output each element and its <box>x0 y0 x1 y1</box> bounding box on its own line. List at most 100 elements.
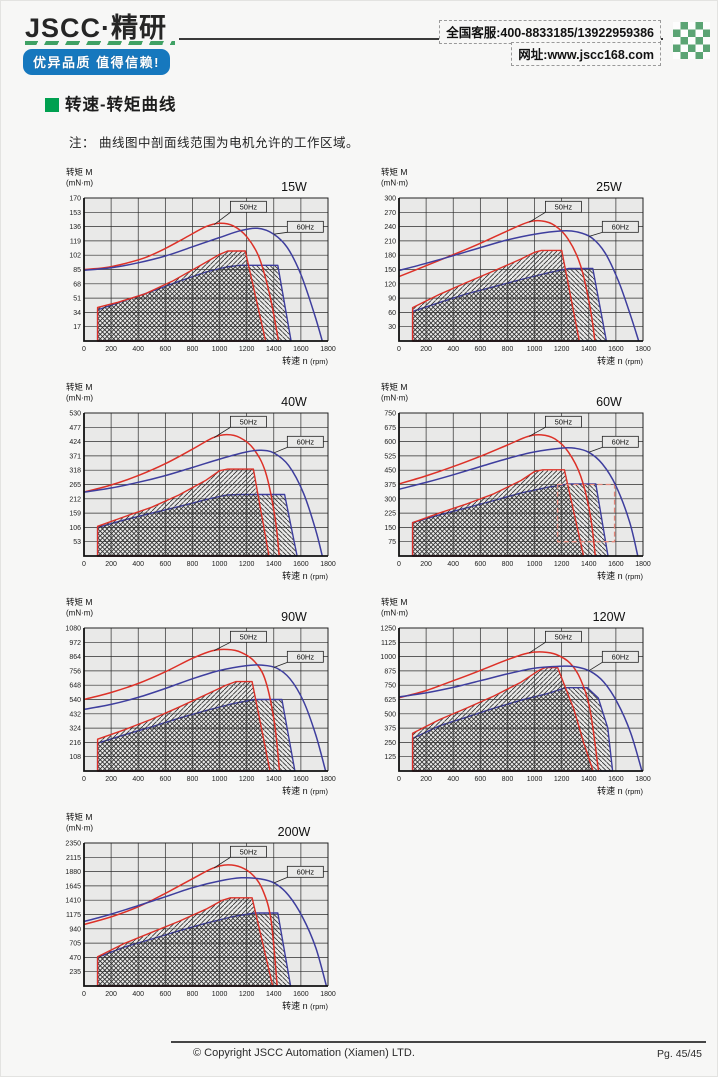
svg-text:90: 90 <box>388 296 396 303</box>
plot-border <box>84 412 329 556</box>
legend-60hz: 60Hz <box>612 223 630 232</box>
y-tick-labels: 2350 2115 1880 1645 1410 1175 940 705 470 235 <box>65 841 81 977</box>
legend-50hz-box <box>544 415 582 428</box>
x-tick-labels: 0 200 400 600 800 1000 1200 1400 1600 1800 <box>82 561 336 568</box>
svg-text:1600: 1600 <box>608 561 624 568</box>
plot-border <box>84 627 329 771</box>
axes <box>398 198 643 342</box>
svg-text:2350: 2350 <box>65 841 81 848</box>
svg-text:0: 0 <box>397 561 401 568</box>
section-bullet-square <box>45 98 59 112</box>
allowed-region-50hz <box>411 666 594 772</box>
svg-text:1400: 1400 <box>581 776 597 783</box>
legend-50hz: 50Hz <box>240 418 258 427</box>
svg-text:675: 675 <box>384 425 396 432</box>
allowed-region-50hz <box>411 249 580 342</box>
plot-border <box>84 197 329 341</box>
legend-50hz-leader <box>528 641 546 654</box>
svg-text:200: 200 <box>105 991 117 998</box>
x-tick-labels: 0 200 400 600 800 1000 1200 1400 1600 1800 <box>82 991 336 998</box>
svg-text:1600: 1600 <box>293 561 309 568</box>
svg-text:1000: 1000 <box>527 776 543 783</box>
plot-border <box>399 627 644 771</box>
axes <box>83 628 328 772</box>
svg-text:1600: 1600 <box>608 776 624 783</box>
legend-50hz-leader <box>213 856 231 869</box>
svg-text:180: 180 <box>384 253 396 260</box>
svg-text:0: 0 <box>397 776 401 783</box>
svg-text:51: 51 <box>73 296 81 303</box>
legend-50hz-box <box>229 845 267 858</box>
svg-text:800: 800 <box>502 561 514 568</box>
chart-title: 90W <box>281 610 307 624</box>
y-axis-label: 转矩 M <box>381 167 407 177</box>
legend-60hz: 60Hz <box>297 868 315 877</box>
svg-text:318: 318 <box>69 468 81 475</box>
svg-text:119: 119 <box>70 238 81 245</box>
svg-text:270: 270 <box>384 210 396 217</box>
svg-text:1410: 1410 <box>65 898 81 905</box>
svg-text:450: 450 <box>384 468 396 475</box>
svg-text:200: 200 <box>420 346 432 353</box>
svg-text:1000: 1000 <box>527 346 543 353</box>
jscc-logo: JSCC·精研 <box>25 13 168 43</box>
svg-text:1175: 1175 <box>66 912 81 919</box>
svg-text:1600: 1600 <box>608 346 624 353</box>
svg-text:400: 400 <box>447 346 459 353</box>
svg-text:1200: 1200 <box>554 346 570 353</box>
y-axis-label: 转矩 M <box>66 382 92 392</box>
legend-60hz-box <box>601 650 639 663</box>
svg-text:1200: 1200 <box>239 346 255 353</box>
chart-90w: 1080 972 864 756 648 540 432 324 216 108 0 200 400 60… <box>53 591 353 804</box>
chart-200w: 2350 2115 1880 1645 1410 1175 940 705 470 235 0 200… <box>53 806 353 1019</box>
legend-60hz-box <box>601 435 639 448</box>
section-note: 注： 曲线图中剖面线范围为电机允许的工作区域。 <box>69 136 359 150</box>
svg-text:400: 400 <box>132 776 144 783</box>
svg-text:125: 125 <box>384 754 396 761</box>
chart-15w: 170 153 136 119 102 85 68 51 34 17 0 200 400 600 800 10… <box>53 161 353 374</box>
legend-60hz: 60Hz <box>612 653 630 662</box>
legend-60hz: 60Hz <box>297 438 315 447</box>
svg-text:800: 800 <box>187 346 199 353</box>
svg-text:106: 106 <box>69 525 81 532</box>
x-tick-labels: 0 200 400 600 800 1000 1200 1400 1600 1800 <box>82 346 336 353</box>
svg-text:1645: 1645 <box>65 883 81 890</box>
y-axis-unit: (mN·m) <box>381 394 408 403</box>
svg-text:800: 800 <box>502 776 514 783</box>
svg-text:600: 600 <box>384 439 396 446</box>
svg-text:1400: 1400 <box>581 561 597 568</box>
x-tick-labels: 0 200 400 600 800 1000 1200 1400 1600 1800 <box>397 346 651 353</box>
allowed-region-50hz <box>96 468 270 557</box>
svg-text:375: 375 <box>384 482 396 489</box>
legend-60hz-leader <box>273 876 288 884</box>
svg-text:0: 0 <box>82 346 86 353</box>
y-axis-label: 转矩 M <box>66 167 92 177</box>
svg-text:800: 800 <box>502 346 514 353</box>
svg-text:1800: 1800 <box>320 346 336 353</box>
legend-50hz-box <box>229 415 267 428</box>
svg-text:648: 648 <box>69 683 81 690</box>
y-axis-unit: (mN·m) <box>66 179 93 188</box>
svg-text:216: 216 <box>69 740 81 747</box>
curve-50hz <box>83 222 280 342</box>
svg-text:1800: 1800 <box>320 776 336 783</box>
legend-50hz: 50Hz <box>555 203 573 212</box>
svg-text:432: 432 <box>69 711 81 718</box>
legend-60hz: 60Hz <box>612 438 630 447</box>
svg-text:1400: 1400 <box>266 776 282 783</box>
y-axis-unit: (mN·m) <box>66 824 93 833</box>
legend-60hz-leader <box>588 446 603 453</box>
svg-text:1600: 1600 <box>293 776 309 783</box>
curve-50hz <box>398 433 597 557</box>
svg-text:60: 60 <box>388 310 396 317</box>
svg-text:150: 150 <box>384 525 396 532</box>
svg-text:371: 371 <box>69 453 81 460</box>
svg-text:400: 400 <box>447 561 459 568</box>
legend-50hz-leader <box>213 211 231 225</box>
svg-text:705: 705 <box>69 941 81 948</box>
legend-50hz: 50Hz <box>240 848 258 857</box>
